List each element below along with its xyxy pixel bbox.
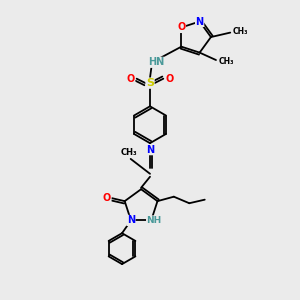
Text: HN: HN — [148, 57, 164, 67]
Text: CH₃: CH₃ — [219, 57, 234, 66]
Text: O: O — [103, 193, 111, 203]
Text: O: O — [177, 22, 185, 32]
Text: NH: NH — [147, 216, 162, 225]
Text: O: O — [165, 74, 173, 84]
Text: N: N — [127, 215, 135, 225]
Text: CH₃: CH₃ — [121, 148, 137, 158]
Text: N: N — [196, 16, 204, 26]
Text: CH₃: CH₃ — [233, 27, 248, 36]
Text: N: N — [146, 145, 154, 155]
Text: O: O — [127, 74, 135, 84]
Text: S: S — [146, 78, 154, 88]
